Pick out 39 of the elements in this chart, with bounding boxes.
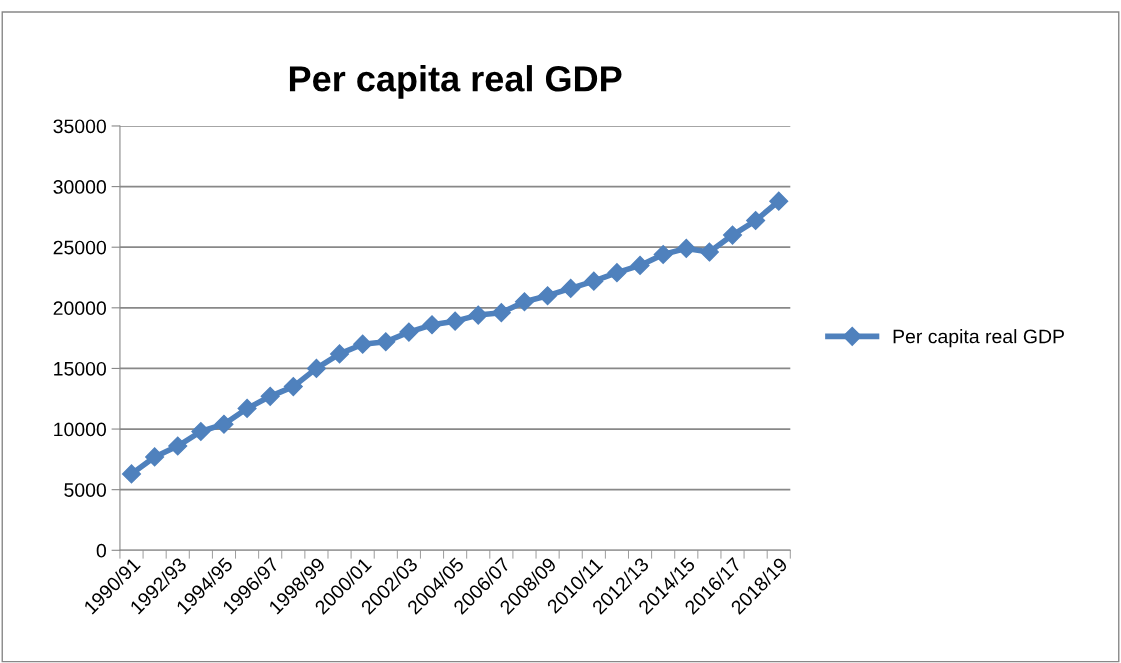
point — [514, 292, 535, 312]
point — [538, 286, 558, 306]
point — [445, 311, 465, 331]
point — [653, 244, 673, 265]
y-tick-label: 10000 — [54, 422, 106, 437]
point — [769, 191, 789, 211]
point — [699, 242, 719, 262]
point — [306, 358, 326, 378]
point — [746, 210, 766, 231]
point — [676, 238, 696, 258]
point — [260, 386, 280, 406]
point — [214, 414, 234, 434]
point — [584, 271, 604, 291]
point — [422, 315, 442, 335]
point — [191, 421, 211, 442]
point — [561, 278, 581, 298]
y-tick-label: 5000 — [64, 483, 106, 497]
point — [468, 305, 488, 325]
point — [145, 447, 165, 467]
y-tick-label: 0 — [96, 543, 106, 558]
point — [491, 303, 511, 323]
y-tick-label: 30000 — [53, 180, 106, 194]
point — [607, 263, 627, 283]
point — [722, 225, 743, 245]
point — [283, 377, 303, 397]
point — [237, 398, 257, 418]
point — [630, 255, 650, 275]
y-tick-label: 25000 — [53, 240, 106, 255]
y-tick-label: 35000 — [53, 119, 106, 134]
chart-title: Per capita real GDP — [289, 65, 622, 99]
point — [399, 322, 419, 342]
y-tick-label: 20000 — [53, 301, 106, 316]
point — [168, 436, 188, 456]
point — [376, 332, 396, 352]
legend-label: Per capita real GDP — [893, 329, 1064, 348]
y-tick-label: 15000 — [54, 361, 106, 376]
point — [330, 344, 350, 364]
point — [121, 464, 142, 484]
point — [353, 334, 373, 354]
